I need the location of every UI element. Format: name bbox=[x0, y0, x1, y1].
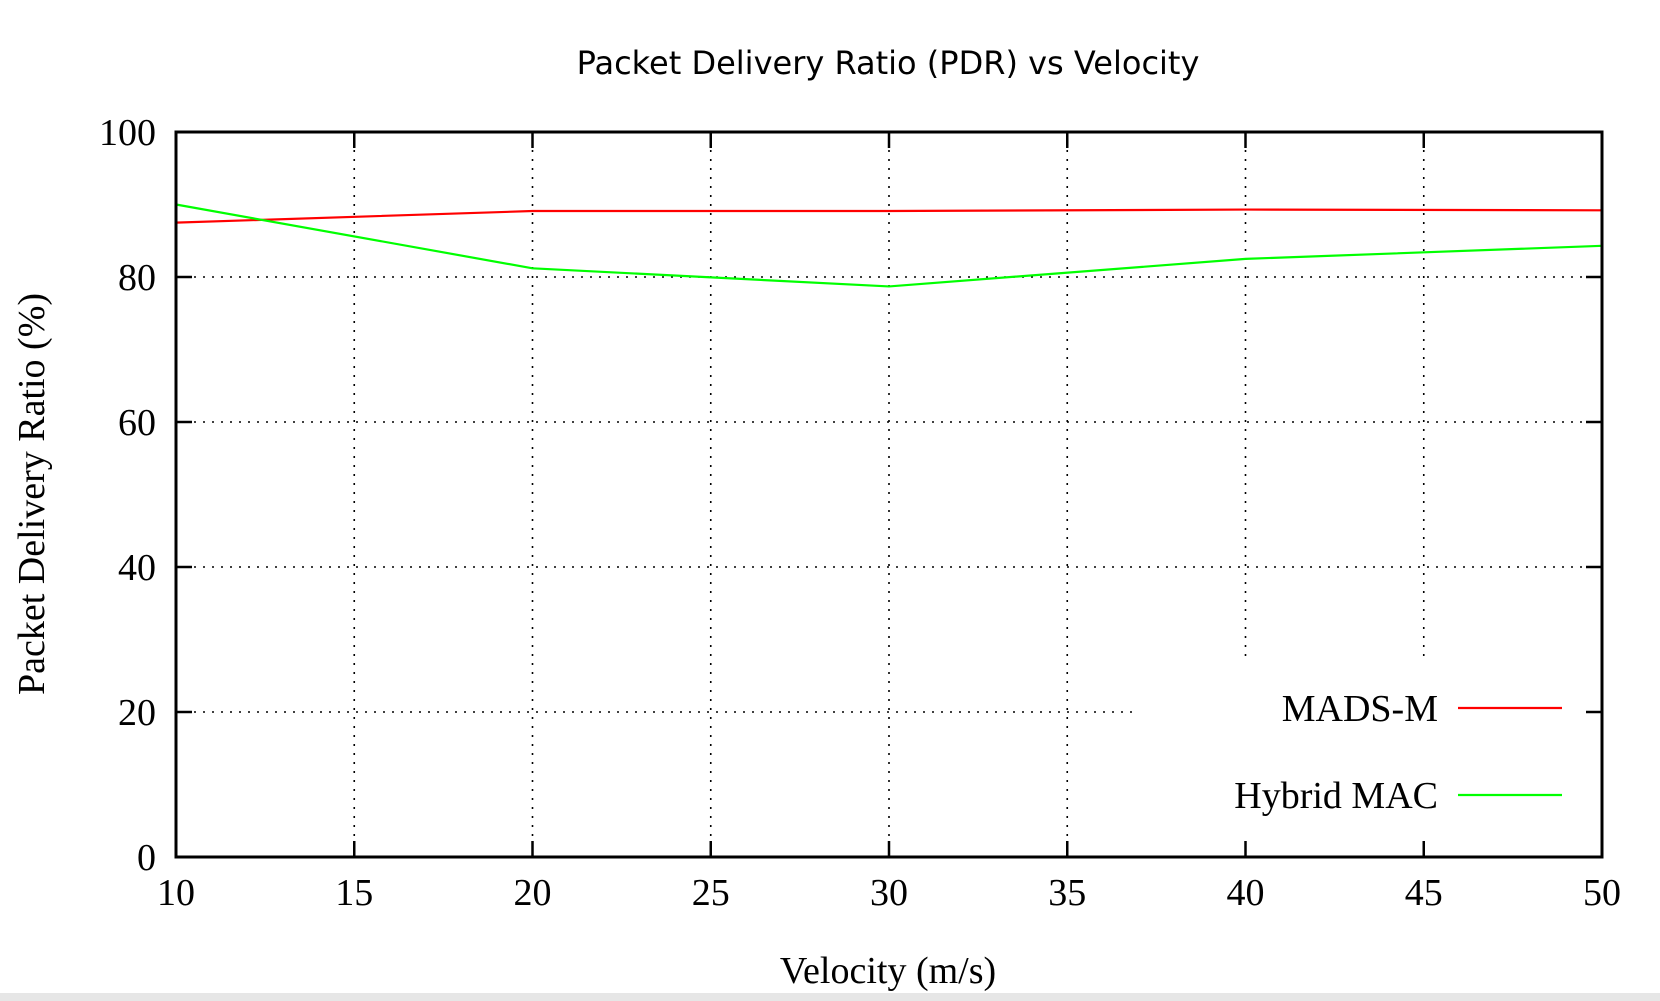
x-tick-label: 25 bbox=[692, 872, 730, 914]
x-tick-label: 20 bbox=[514, 872, 552, 914]
grid-lines bbox=[176, 132, 1602, 857]
plot-frame bbox=[174, 130, 1604, 859]
legend-label: Hybrid MAC bbox=[1234, 775, 1438, 817]
x-tick-label: 50 bbox=[1583, 872, 1621, 914]
series-lines bbox=[175, 203, 1603, 288]
x-tick-label: 15 bbox=[335, 872, 373, 914]
window-bottom-edge bbox=[0, 993, 1660, 1001]
x-axis-label: Velocity (m/s) bbox=[780, 950, 996, 992]
y-axis-label: Packet Delivery Ratio (%) bbox=[11, 293, 53, 695]
x-tick-label: 35 bbox=[1048, 872, 1086, 914]
legend: MADS-M Hybrid MAC bbox=[1234, 688, 1562, 817]
y-tick-label: 20 bbox=[118, 692, 156, 734]
y-tick-label: 80 bbox=[118, 257, 156, 299]
chart-title: Packet Delivery Ratio (PDR) vs Velocity bbox=[577, 44, 1200, 82]
y-tick-labels: 0 20 40 60 80 100 bbox=[99, 112, 156, 879]
y-tick-label: 100 bbox=[99, 112, 156, 154]
x-tick-label: 45 bbox=[1405, 872, 1443, 914]
x-tick-labels: 10 15 20 25 30 35 40 45 50 bbox=[157, 872, 1621, 914]
y-tick-label: 0 bbox=[137, 837, 156, 879]
y-tick-label: 60 bbox=[118, 402, 156, 444]
x-tick-label: 40 bbox=[1227, 872, 1265, 914]
x-tick-label: 30 bbox=[870, 872, 908, 914]
series-line-mads-m bbox=[175, 208, 1603, 224]
x-tick-label: 10 bbox=[157, 872, 195, 914]
legend-label: MADS-M bbox=[1282, 688, 1438, 730]
y-tick-label: 40 bbox=[118, 547, 156, 589]
series-line-hybrid-mac bbox=[175, 203, 1603, 288]
